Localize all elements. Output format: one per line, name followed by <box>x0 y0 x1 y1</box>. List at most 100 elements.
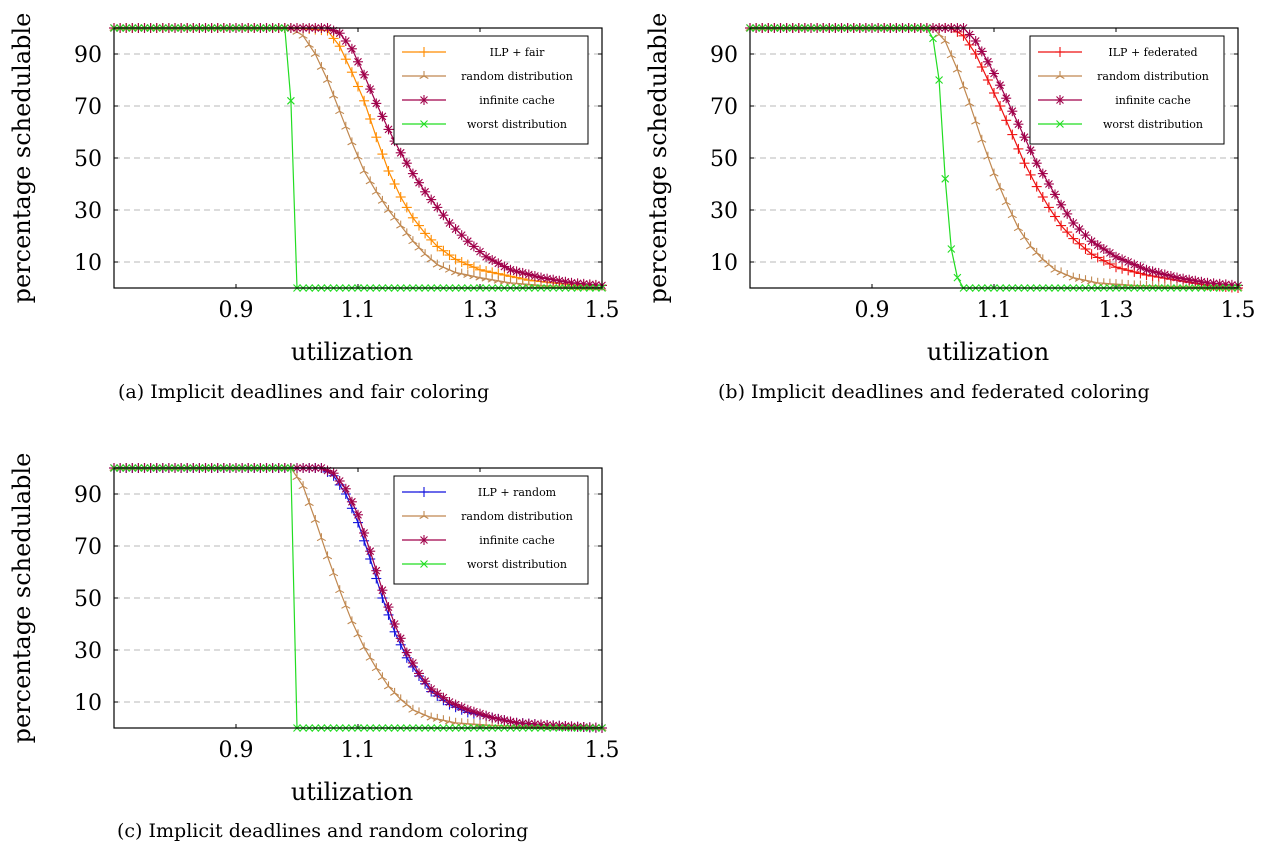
y-tick-label: 70 <box>710 95 738 120</box>
data-point <box>529 271 540 282</box>
data-point <box>1117 263 1128 274</box>
legend-label: worst distribution <box>467 118 567 131</box>
x-tick-label: 1.3 <box>463 298 498 323</box>
data-point <box>407 658 418 668</box>
data-point <box>1056 199 1067 210</box>
x-tick-label: 1.1 <box>341 298 376 323</box>
data-point <box>560 276 571 287</box>
chart-panel-b: 10 30 50 70 90 0.9 1.1 1.3 1.5 utilization percent… <box>636 0 1272 425</box>
data-point <box>493 258 504 269</box>
data-point <box>359 95 370 106</box>
legend-label: worst distribution <box>1103 118 1203 131</box>
data-point <box>444 250 455 261</box>
data-point <box>1092 252 1103 263</box>
x-axis-label: utilization <box>927 338 1049 366</box>
caption-c: (c) Implicit deadlines and random colori… <box>117 820 529 842</box>
data-point <box>1141 264 1152 275</box>
data-point <box>1080 275 1091 284</box>
y-axis-label: percentage schedulable <box>8 13 36 304</box>
data-point <box>444 264 455 273</box>
data-point <box>1080 244 1091 254</box>
data-point <box>499 261 510 272</box>
data-point <box>995 182 1005 191</box>
data-point <box>964 39 975 50</box>
data-point <box>1080 230 1091 241</box>
y-tick-label: 30 <box>74 199 102 224</box>
data-point <box>475 708 485 719</box>
data-point <box>316 533 326 542</box>
data-point <box>1007 210 1017 219</box>
y-tick-label: 70 <box>74 95 102 120</box>
data-point <box>463 270 473 278</box>
data-point <box>340 483 351 494</box>
data-point <box>340 36 351 46</box>
y-tick-label: 90 <box>710 43 738 68</box>
data-point <box>976 46 987 57</box>
y-tick-label: 50 <box>710 147 738 172</box>
data-point <box>468 241 479 252</box>
data-point <box>1074 238 1085 249</box>
data-point <box>377 111 388 122</box>
data-point <box>982 56 993 67</box>
data-point <box>426 234 437 245</box>
data-point <box>523 269 534 280</box>
data-point <box>287 96 295 105</box>
data-point <box>1013 119 1024 130</box>
data-point <box>426 684 437 694</box>
data-point <box>1037 192 1048 202</box>
legend-marker <box>419 71 429 79</box>
x-tick-label: 1.5 <box>585 298 620 323</box>
data-point <box>316 62 326 70</box>
data-point <box>401 647 412 658</box>
legend-entry: infinite cache <box>1038 94 1191 107</box>
plot-frame <box>749 27 1239 289</box>
legend-entry: worst distribution <box>402 118 567 131</box>
data-point <box>1147 266 1158 277</box>
data-point <box>359 642 369 651</box>
data-point <box>946 50 956 59</box>
chart-svg: 10 30 50 70 90 0.9 1.1 1.3 1.5 utilization percent… <box>644 13 1256 366</box>
data-point <box>1032 247 1042 256</box>
data-point <box>438 715 448 724</box>
y-tick-label: 90 <box>74 483 102 508</box>
data-point <box>511 266 522 277</box>
data-point <box>958 81 969 90</box>
data-point <box>1013 143 1024 154</box>
data-point <box>971 116 981 125</box>
data-point <box>371 98 382 109</box>
data-point <box>353 629 363 638</box>
legend-entry: random distribution <box>402 70 573 83</box>
data-point <box>390 687 400 696</box>
data-point <box>940 36 950 44</box>
data-point <box>989 168 999 177</box>
legend-marker <box>420 560 428 568</box>
chart-svg: 10 30 50 70 90 0.9 1.1 1.3 1.5 utilization percent… <box>8 13 620 366</box>
data-point <box>383 681 394 690</box>
data-point <box>346 67 357 78</box>
chart-panel-a: 10 30 50 70 90 0.9 1.1 1.3 1.5 utilization percent… <box>0 0 636 425</box>
data-point <box>1043 202 1054 213</box>
data-point <box>995 80 1006 91</box>
data-point <box>1159 269 1170 280</box>
data-point <box>1013 223 1023 232</box>
data-point <box>1056 267 1066 276</box>
x-tick-label: 0.9 <box>855 298 890 323</box>
data-point <box>335 106 345 115</box>
data-point <box>340 54 351 65</box>
data-point <box>353 81 363 92</box>
data-point <box>1074 224 1085 235</box>
data-point <box>407 212 418 223</box>
legend: ILP + fair random distribution infinite ca… <box>393 35 589 145</box>
data-point <box>1190 275 1201 286</box>
data-point <box>334 41 345 52</box>
data-point <box>414 707 424 716</box>
data-point <box>1172 272 1182 283</box>
data-point <box>402 228 412 237</box>
plot-frame <box>113 27 603 289</box>
data-point <box>517 267 528 278</box>
legend-entry: ILP + fair <box>402 46 545 59</box>
data-point <box>493 713 504 724</box>
data-point <box>542 273 553 284</box>
data-point <box>377 585 388 596</box>
data-point <box>401 202 412 213</box>
